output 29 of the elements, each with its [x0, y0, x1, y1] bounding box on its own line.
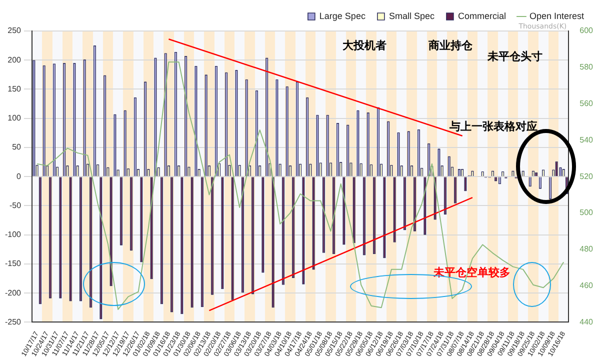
- y-tick-label: 0: [16, 172, 22, 181]
- y-tick-label: 150: [8, 84, 22, 94]
- annotation: 与上一张表格对应: [450, 119, 538, 134]
- y-tick-label: 100: [8, 114, 22, 123]
- y-tick-label: -200: [4, 288, 22, 298]
- y-tick-label: 200: [8, 55, 22, 64]
- y2-tick-label: 480: [580, 244, 594, 254]
- annotation: 未平仓空单较多: [434, 264, 511, 280]
- y2-tick-label: 520: [580, 172, 594, 181]
- annotation: 大投机者: [342, 38, 387, 53]
- y2-tick-label: 440: [580, 317, 594, 326]
- legend-label: Commercial: [458, 10, 506, 21]
- annotation: 未平仓头寸: [487, 49, 542, 64]
- y-tick-label: -150: [4, 259, 22, 268]
- legend-label: Large Spec: [319, 10, 366, 21]
- y2-tick-label: 460: [580, 281, 594, 290]
- y-tick-label: -250: [4, 317, 22, 326]
- y-tick-label: -50: [9, 200, 22, 210]
- y2-tick-label: 560: [580, 99, 594, 108]
- annotation: 商业持仓: [428, 38, 473, 53]
- y2-tick-label: 580: [580, 62, 594, 72]
- y2-tick-label: 500: [580, 208, 594, 218]
- legend-label: Small Spec: [388, 10, 435, 21]
- y2-tick-label: 600: [580, 26, 594, 36]
- y-tick-label: -100: [4, 230, 22, 240]
- y2-tick-label: 540: [580, 135, 594, 144]
- y-tick-label: 250: [8, 26, 22, 36]
- legend-label: Open Interest: [529, 10, 584, 21]
- y-tick-label: 50: [12, 142, 22, 152]
